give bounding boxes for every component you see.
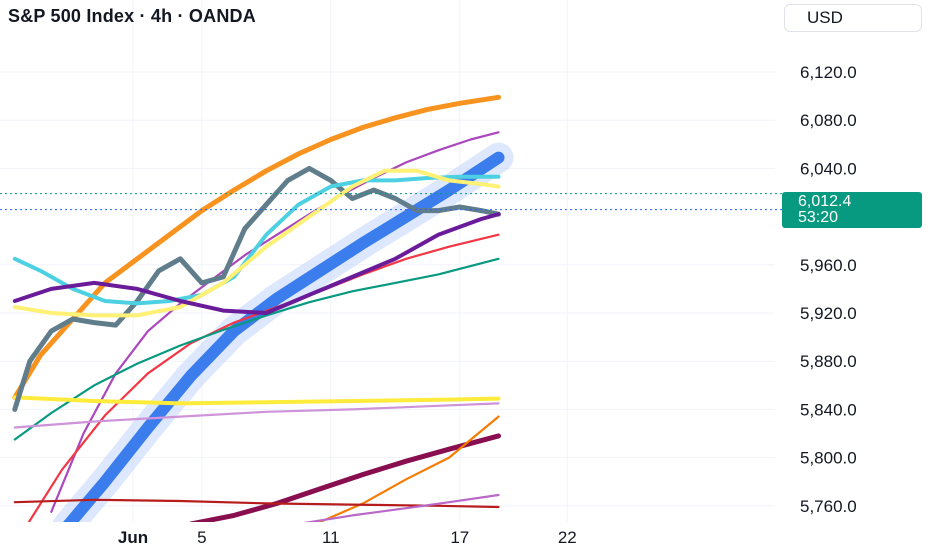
time-axis[interactable]: Jun 5 11 17 22	[118, 528, 577, 547]
series-line	[50, 131, 500, 513]
series-line	[189, 433, 501, 522]
series-line	[12, 395, 501, 406]
y-tick-label: 5,960.0	[800, 256, 857, 275]
y-tick-label: 5,880.0	[800, 352, 857, 371]
x-tick-label: 5	[197, 528, 206, 547]
y-tick-label: 6,040.0	[800, 159, 857, 178]
x-tick-label: Jun	[118, 528, 148, 547]
y-tick-label: 6,080.0	[800, 111, 857, 130]
x-tick-label: 22	[558, 528, 577, 547]
series-line	[13, 498, 500, 509]
series-line	[12, 168, 501, 318]
current-price-lines	[0, 193, 782, 211]
y-tick-label: 6,120.0	[800, 63, 857, 82]
x-tick-label: 11	[322, 528, 340, 547]
last-price-value: 6,012.4	[798, 193, 852, 210]
series-line	[12, 174, 501, 306]
series-line	[27, 233, 500, 522]
y-tick-label: 5,800.0	[800, 449, 857, 468]
y-tick-label: 5,840.0	[800, 400, 857, 419]
price-axis[interactable]: 6,120.0 6,080.0 6,040.0 5,960.0 5,920.0 5,880…	[800, 63, 857, 516]
y-tick-label: 5,760.0	[800, 497, 857, 516]
series-line	[12, 165, 501, 412]
series-line	[12, 94, 501, 400]
series-line	[12, 212, 501, 315]
grid-lines	[0, 0, 775, 522]
plot-area	[12, 94, 514, 522]
series-line	[63, 151, 505, 522]
bar-countdown: 53:20	[798, 209, 839, 226]
series-line	[303, 493, 500, 522]
last-price-badge: 6,012.4 53:20	[782, 192, 922, 228]
chart-title: S&P 500 Index · 4h · OANDA	[8, 6, 256, 26]
y-tick-label: 5,920.0	[800, 304, 857, 323]
currency-selector[interactable]: USD	[784, 4, 922, 32]
series-line	[13, 402, 500, 429]
series-line	[13, 257, 500, 441]
x-tick-label: 17	[450, 528, 469, 547]
series-line	[317, 415, 500, 522]
